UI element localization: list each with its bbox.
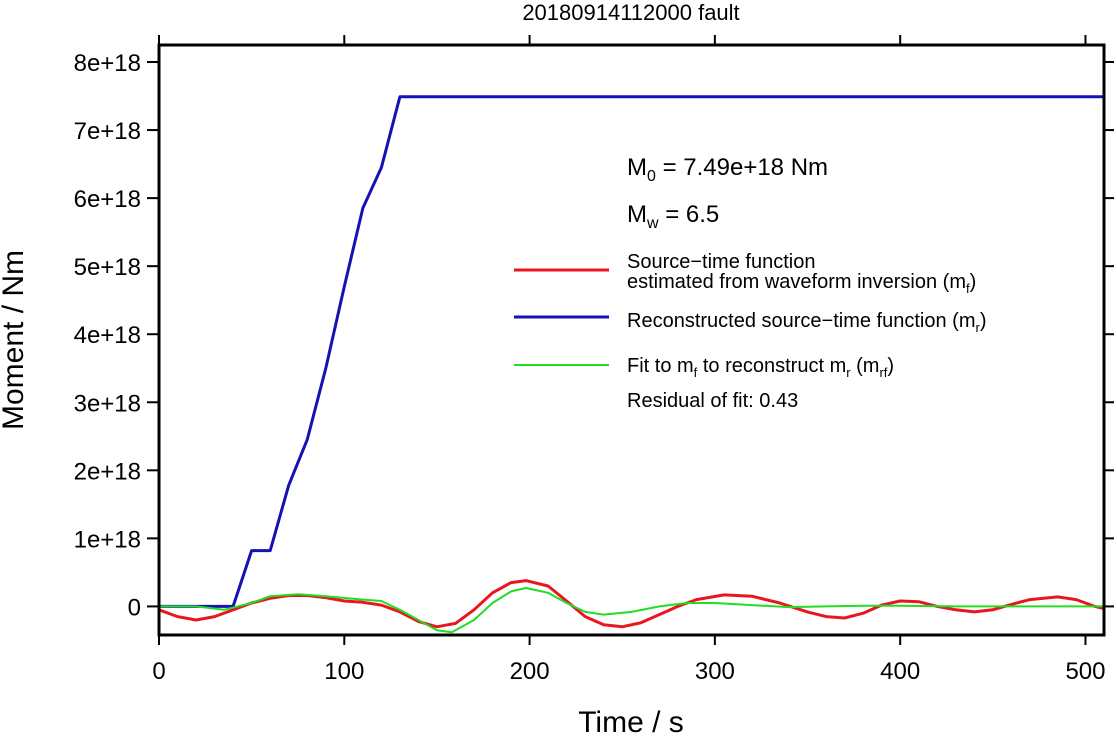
m0-rest: = 7.49e+18 Nm <box>656 154 828 181</box>
mw-sub: w <box>646 215 659 232</box>
legend-mrf-pre1: Fit to m <box>627 355 694 377</box>
x-tick-label: 500 <box>1065 658 1105 685</box>
y-tick-label: 1e+18 <box>74 526 141 553</box>
y-tick-label: 3e+18 <box>74 390 141 417</box>
y-tick-label: 5e+18 <box>74 254 141 281</box>
legend-mf-post: ) <box>970 271 977 293</box>
legend-mrf-sub1: f <box>694 365 698 380</box>
legend-label-mf-line2: estimated from waveform inversion (mf) <box>627 271 976 296</box>
y-tick-label: 4e+18 <box>74 322 141 349</box>
y-tick-label: 2e+18 <box>74 458 141 485</box>
axis-ticks: 0 100 200 300 400 500 0 1e+18 2e+18 3e+18 4e+18 5e+… <box>74 35 1114 685</box>
x-tick-label: 0 <box>152 658 165 685</box>
m0-annotation: M0 = 7.49e+18 Nm <box>627 154 828 185</box>
legend-mf-sub: f <box>966 281 970 296</box>
legend-label-mrf: Fit to mf to reconstruct mr (mrf) <box>627 355 894 380</box>
x-axis-label: Time / s <box>578 706 684 736</box>
legend-mr-pre: Reconstructed source−time function (m <box>627 310 976 332</box>
y-tick-label: 0 <box>128 594 141 621</box>
x-tick-label: 300 <box>695 658 735 685</box>
series-line-mr <box>159 95 1104 608</box>
mw-annotation: Mw = 6.5 <box>627 201 719 232</box>
legend-mr-post: ) <box>980 310 987 332</box>
x-tick-label: 100 <box>324 658 364 685</box>
plot-frame <box>157 43 1106 637</box>
y-tick-label: 7e+18 <box>74 118 141 145</box>
series-line-mf <box>158 579 1105 629</box>
x-tick-label: 200 <box>510 658 550 685</box>
annotations: M0 = 7.49e+18 Nm Mw = 6.5 <box>627 154 828 232</box>
legend-label-mf-line1: Source−time function <box>627 251 815 273</box>
legend-mrf-sub2: r <box>846 365 851 380</box>
y-axis-label: Moment / Nm <box>0 250 30 430</box>
chart-title: 20180914112000 fault <box>522 0 739 25</box>
y-tick-label: 8e+18 <box>74 50 141 77</box>
legend-mr-sub: r <box>976 320 981 335</box>
legend-mf-pre: estimated from waveform inversion (m <box>627 271 966 293</box>
m0-base: M <box>627 154 647 181</box>
legend-mrf-post: ) <box>887 355 894 377</box>
m0-sub: 0 <box>647 168 656 185</box>
series-line-mrf <box>159 587 1104 634</box>
residual-annotation: Residual of fit: 0.43 <box>627 390 798 412</box>
legend: Source−time function estimated from wave… <box>514 251 987 412</box>
mw-base: M <box>627 201 647 228</box>
legend-label-mr: Reconstructed source−time function (mr) <box>627 310 987 335</box>
x-tick-label: 400 <box>880 658 920 685</box>
legend-mrf-sub3: rf <box>879 365 887 380</box>
legend-mrf-mid: to reconstruct m <box>697 355 846 377</box>
legend-mrf-mid2: (m <box>851 355 880 377</box>
series-layer <box>158 95 1105 634</box>
y-tick-label: 6e+18 <box>74 186 141 213</box>
mw-rest: = 6.5 <box>659 201 720 228</box>
